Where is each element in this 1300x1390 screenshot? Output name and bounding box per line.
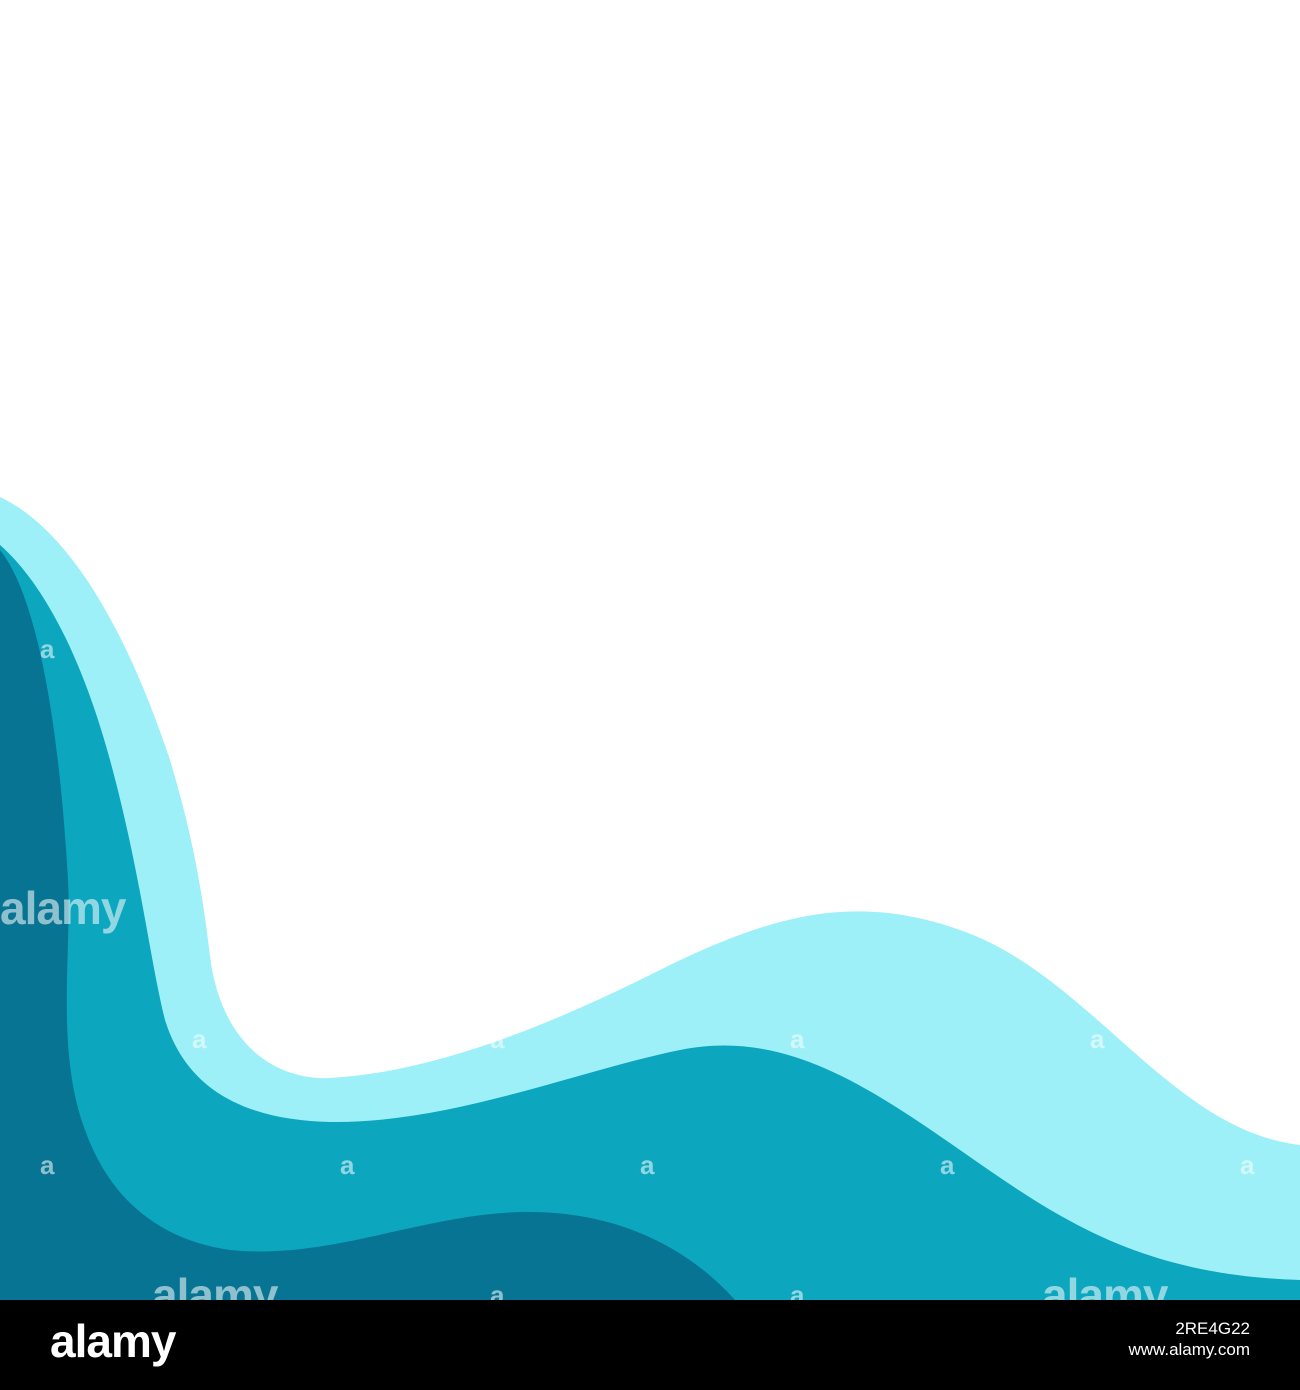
site-url-label: www.alamy.com [1128,1340,1250,1360]
light-wave-layer [0,497,1300,1300]
dark-wave-layer [0,550,735,1300]
image-info: 2RE4G22 www.alamy.com [1128,1318,1250,1361]
wave-background-art [0,497,1300,1300]
image-id-label: 2RE4G22 [1175,1319,1250,1338]
footer-bar: alamy 2RE4G22 www.alamy.com [0,1300,1300,1390]
alamy-logo: alamy [50,1315,176,1367]
